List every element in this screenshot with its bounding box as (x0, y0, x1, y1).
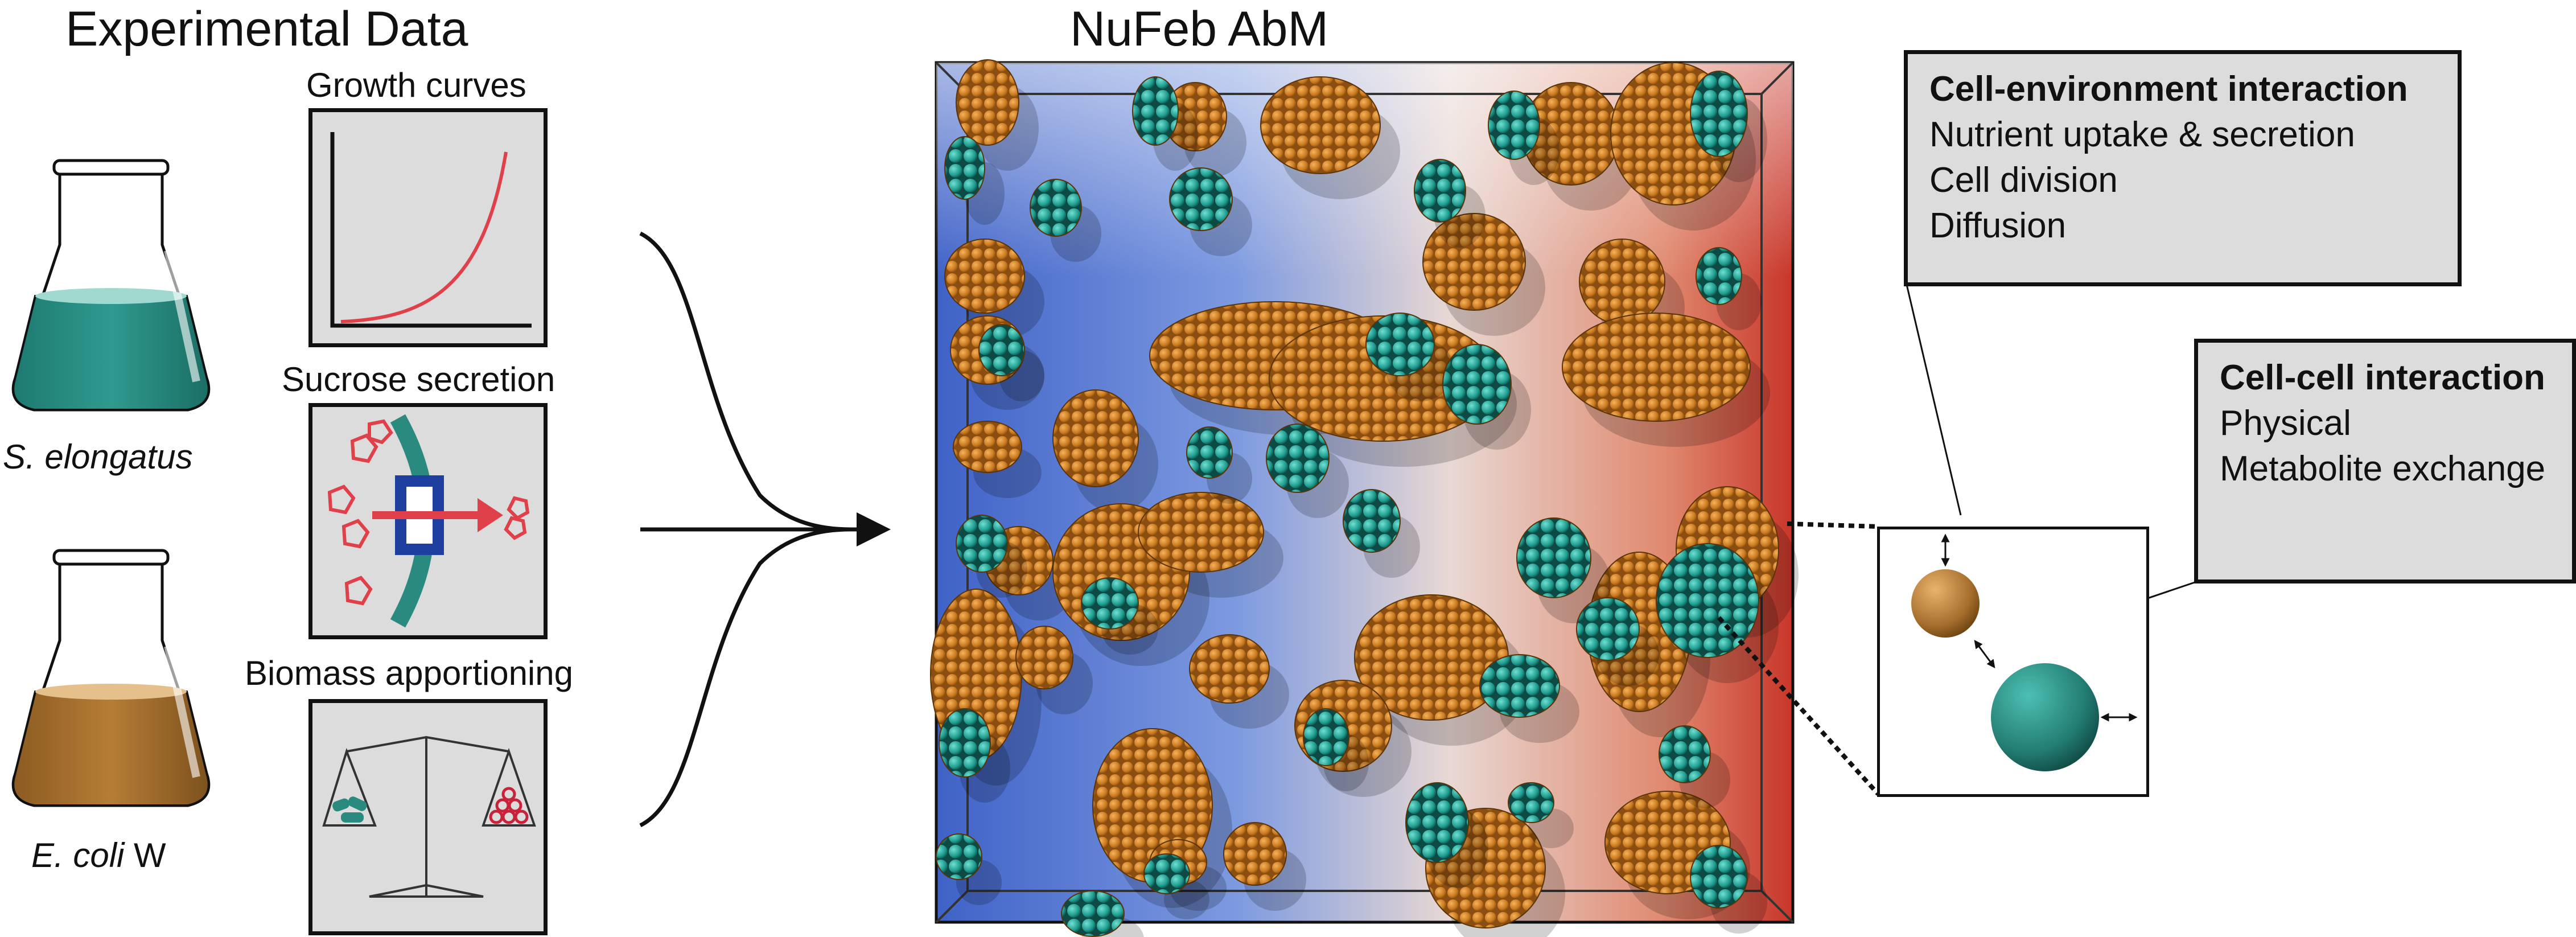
sucrose-secretion-panel (308, 403, 548, 639)
cell-environment-item: Cell division (1929, 161, 2118, 200)
growth-curves-panel (308, 108, 548, 347)
s-elongatus-colony (1659, 725, 1711, 783)
e-coli-colony (1260, 76, 1381, 174)
s-elongatus-colony (1365, 313, 1435, 376)
s-elongatus-colony (1576, 597, 1640, 661)
cell-environment-heading: Cell-environment interaction (1929, 69, 2408, 109)
e-coli-colony (1189, 634, 1270, 704)
cell-environment-item: Diffusion (1929, 206, 2067, 245)
s-elongatus-colony (1414, 159, 1466, 223)
s-elongatus-colony (1479, 654, 1560, 718)
panel-title-growth-curves: Growth curves (306, 66, 526, 104)
s-elongatus-colony (978, 324, 1025, 376)
e-coli-colony (1138, 492, 1264, 573)
s-elongatus-colony (1186, 426, 1233, 479)
e-coli-colony (953, 421, 1022, 473)
merge-arrow-connector (639, 231, 891, 828)
s-elongatus-colony (1690, 845, 1748, 909)
s-elongatus-colony (944, 136, 985, 200)
cell-cell-item: Physical (2220, 404, 2351, 443)
e-coli-colony (1562, 313, 1751, 422)
sucrose-secretion-icon (327, 414, 530, 628)
s-elongatus-colony (1081, 577, 1139, 630)
flask-label-e-coli: E. coli W (31, 836, 166, 874)
s-elongatus-colony (1488, 91, 1540, 160)
e-coli-colony (1052, 389, 1139, 487)
e-coli-colony (1422, 213, 1526, 311)
cell-inset-panel (1877, 527, 2149, 797)
s-elongatus-colony (1169, 167, 1233, 231)
growth-curve-icon (330, 132, 532, 328)
s-elongatus-colony (1061, 890, 1125, 937)
flask-label-s-elongatus: S. elongatus (3, 438, 193, 476)
s-elongatus-colony (1516, 517, 1591, 598)
s-elongatus-colony (1143, 853, 1190, 894)
s-elongatus-colony (1343, 489, 1401, 553)
cell-cell-item: Metabolite exchange (2220, 449, 2546, 488)
biomass-apportioning-panel (308, 699, 548, 935)
s-elongatus-colony (939, 708, 991, 778)
flask-icon (11, 549, 211, 807)
s-elongatus-colony (1303, 708, 1349, 766)
s-elongatus-colony (1696, 247, 1742, 305)
s-elongatus-colony (936, 833, 982, 880)
panel-title-sucrose-secretion: Sucrose secretion (282, 360, 555, 398)
s-elongatus-colony (956, 515, 1008, 573)
e-coli-colony (944, 239, 1025, 314)
s-elongatus-colony (1030, 179, 1082, 237)
balance-scale-icon (322, 735, 536, 898)
cell-environment-item: Nutrient uptake & secretion (1929, 115, 2355, 154)
e-coli-colony (1015, 626, 1073, 689)
s-elongatus-colony (1405, 782, 1469, 863)
s-elongatus-colony (1266, 424, 1330, 493)
s-elongatus-colony (1132, 76, 1179, 146)
s-elongatus-colony (1656, 543, 1759, 658)
panel-title-biomass-apportioning: Biomass apportioning (245, 654, 574, 692)
nufeb-abm-title: NuFeb AbM (1070, 2, 1329, 56)
cell-interaction-icon (1911, 533, 2138, 771)
s-elongatus-colony (1690, 71, 1748, 157)
cell-cell-interaction-box: Cell-cell interaction Physical Metabolit… (2194, 339, 2576, 583)
s-elongatus-colony (1442, 344, 1512, 425)
flask-icon (11, 159, 211, 412)
e-coli-colony (956, 59, 1019, 146)
cell-environment-interaction-box: Cell-environment interaction Nutrient up… (1904, 50, 2462, 286)
cell-cell-heading: Cell-cell interaction (2220, 358, 2545, 397)
e-coli-colony (1223, 822, 1287, 886)
simulation-view (930, 59, 1799, 937)
experimental-data-title: Experimental Data (65, 2, 468, 56)
s-elongatus-colony (1508, 782, 1554, 823)
